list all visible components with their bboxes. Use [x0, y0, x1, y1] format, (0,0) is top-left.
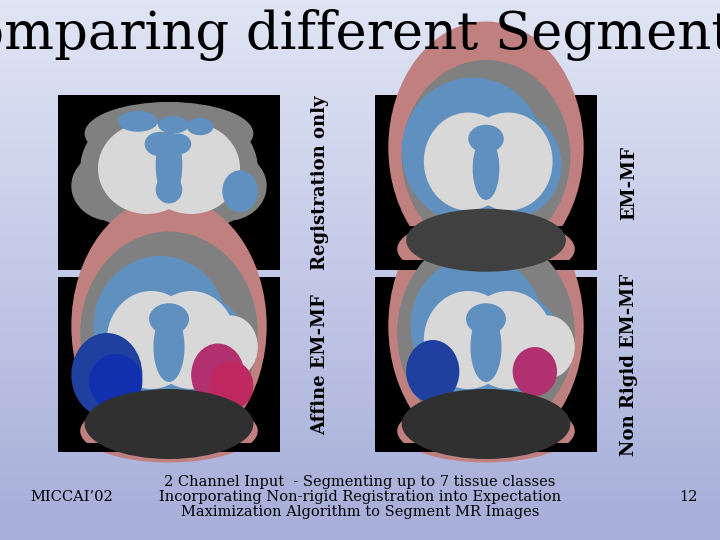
Bar [375, 95, 597, 270]
Ellipse shape [98, 123, 196, 214]
Ellipse shape [424, 291, 513, 389]
Ellipse shape [466, 303, 506, 335]
Ellipse shape [143, 123, 240, 214]
Ellipse shape [397, 218, 575, 280]
Ellipse shape [470, 312, 502, 382]
Ellipse shape [222, 170, 258, 212]
Ellipse shape [85, 102, 253, 165]
Text: Registration only: Registration only [311, 95, 329, 270]
Ellipse shape [153, 312, 184, 382]
Text: Maximization Algorithm to Segment MR Images: Maximization Algorithm to Segment MR Ima… [181, 505, 539, 519]
Ellipse shape [397, 400, 575, 462]
Ellipse shape [410, 130, 490, 214]
Ellipse shape [388, 197, 584, 456]
Text: Comparing different Segmenter: Comparing different Segmenter [0, 9, 720, 61]
Text: Incorporating Non-rigid Registration into Expectation: Incorporating Non-rigid Registration int… [159, 490, 561, 504]
Text: EM-MF: EM-MF [620, 145, 638, 219]
Ellipse shape [415, 308, 495, 386]
Text: 2 Channel Input  - Segmenting up to 7 tissue classes: 2 Channel Input - Segmenting up to 7 tis… [164, 475, 556, 489]
Ellipse shape [80, 102, 258, 235]
Ellipse shape [158, 116, 189, 133]
Ellipse shape [402, 389, 570, 459]
Ellipse shape [71, 197, 266, 456]
Ellipse shape [521, 315, 575, 379]
Ellipse shape [186, 118, 213, 135]
Ellipse shape [473, 294, 562, 393]
Text: Affine EM-MF: Affine EM-MF [311, 294, 329, 435]
Ellipse shape [143, 151, 196, 186]
Ellipse shape [149, 303, 189, 335]
Ellipse shape [71, 333, 143, 417]
Text: 12: 12 [680, 490, 698, 504]
Bar [67, 443, 271, 452]
Ellipse shape [473, 137, 500, 200]
Ellipse shape [80, 130, 186, 228]
Ellipse shape [80, 400, 258, 462]
Ellipse shape [468, 125, 504, 153]
Ellipse shape [209, 361, 253, 410]
Ellipse shape [147, 291, 235, 389]
Ellipse shape [464, 112, 562, 218]
Ellipse shape [204, 315, 258, 379]
Ellipse shape [500, 315, 570, 400]
Ellipse shape [165, 133, 192, 154]
Ellipse shape [98, 308, 178, 386]
Text: MICCAI’02: MICCAI’02 [30, 490, 113, 504]
Bar [384, 443, 588, 452]
Ellipse shape [89, 354, 143, 410]
Ellipse shape [80, 232, 258, 435]
Bar [375, 277, 597, 452]
Ellipse shape [151, 130, 258, 228]
Ellipse shape [402, 315, 472, 400]
Ellipse shape [156, 176, 182, 204]
Ellipse shape [118, 111, 158, 132]
Ellipse shape [406, 140, 477, 218]
Ellipse shape [156, 294, 245, 393]
Ellipse shape [402, 60, 570, 253]
Ellipse shape [406, 209, 566, 272]
Ellipse shape [464, 291, 553, 389]
Ellipse shape [495, 140, 566, 218]
Text: Non Rigid EM-MF: Non Rigid EM-MF [620, 273, 638, 456]
Ellipse shape [182, 315, 253, 400]
Ellipse shape [388, 22, 584, 273]
Ellipse shape [424, 112, 513, 211]
Ellipse shape [107, 291, 196, 389]
Bar [384, 260, 588, 270]
Bar [384, 414, 588, 452]
Bar [58, 277, 280, 452]
Ellipse shape [192, 343, 245, 407]
Ellipse shape [85, 389, 253, 459]
Ellipse shape [464, 112, 553, 211]
Ellipse shape [513, 347, 557, 396]
Ellipse shape [85, 315, 156, 400]
Bar [384, 226, 588, 270]
Bar [58, 95, 280, 270]
Ellipse shape [410, 256, 544, 396]
Ellipse shape [402, 78, 544, 225]
Ellipse shape [94, 256, 227, 396]
Ellipse shape [186, 151, 266, 221]
Bar [67, 414, 271, 452]
Ellipse shape [145, 132, 176, 156]
Ellipse shape [406, 340, 459, 403]
Ellipse shape [397, 232, 575, 435]
Ellipse shape [156, 130, 182, 200]
Ellipse shape [71, 151, 151, 221]
